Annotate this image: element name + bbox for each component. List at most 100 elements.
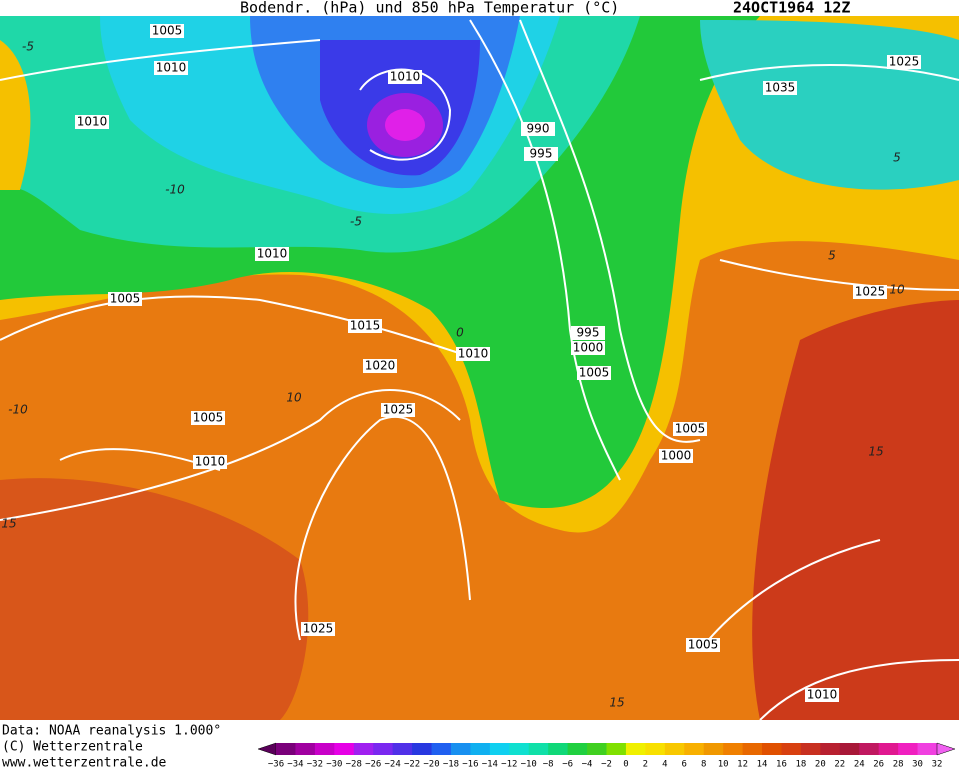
colorbar-cell	[276, 743, 296, 755]
isobar-label: 1025	[855, 285, 886, 299]
title: Bodendr. (hPa) und 850 hPa Temperatur (°…	[240, 0, 619, 17]
temperature-label: 15	[609, 696, 624, 710]
isobar-label: 1010	[458, 347, 489, 361]
colorbar-cell	[314, 743, 335, 755]
temperature-label: -5	[350, 215, 362, 229]
isobar	[759, 659, 959, 721]
temperature-label: 15	[868, 445, 883, 459]
isobar-label: 1005	[193, 411, 224, 425]
colorbar-tick-label: 24	[854, 760, 865, 770]
isobar-label-box	[521, 122, 555, 136]
isobar	[294, 415, 471, 641]
isobars	[0, 19, 959, 721]
isobar	[0, 39, 321, 81]
isobar-label: 995	[577, 326, 600, 340]
colorbar-cell	[548, 743, 569, 755]
colorbar-tick-label: −22	[404, 760, 420, 770]
colorbar-cell	[762, 743, 782, 755]
isobar-label: 1025	[383, 403, 414, 417]
isobar	[699, 64, 959, 81]
colorbar-cell	[839, 743, 860, 755]
isobar-label-box	[191, 411, 225, 425]
isobar-label: 1010	[390, 70, 421, 84]
colorbar-tick-label: −12	[501, 760, 517, 770]
isobar-label-box	[154, 61, 188, 75]
colorbar-tick-label: −28	[346, 760, 362, 770]
isobar	[0, 295, 481, 361]
colorbar-cell	[431, 743, 452, 755]
colorbar-tick-label: −10	[521, 760, 537, 770]
colorbar-tick-label: −16	[462, 760, 478, 770]
colorbar-tick-label: 26	[873, 760, 884, 770]
colorbar-cell	[295, 743, 316, 755]
colorbar-tick-label: −20	[423, 760, 439, 770]
colorbar-cell	[470, 743, 491, 755]
temperature-label: -10	[8, 403, 28, 417]
field-magenta	[385, 109, 425, 141]
isobar-label-box	[571, 341, 605, 355]
isobar-label-box	[673, 422, 707, 436]
colorbar-tick-label: 6	[682, 760, 687, 770]
isobar-label-box	[456, 347, 490, 361]
isobar-label-box	[577, 366, 611, 380]
isobar-label: 1005	[688, 638, 719, 652]
isobar-label-box	[524, 147, 558, 161]
colorbar-tick-label: −30	[326, 760, 342, 770]
footer-url: www.wetterzentrale.de	[2, 756, 167, 770]
colorbar-tick-label: −18	[443, 760, 459, 770]
date: 24OCT1964 12Z	[733, 0, 850, 17]
colorbar-cell	[587, 743, 607, 755]
isobar-label-box	[363, 359, 397, 373]
isobar-label: 1005	[110, 292, 141, 306]
isobar-label: 1015	[350, 319, 381, 333]
colorbar: −36 −34 −32 −30 −28 −26 −24 −22 −20 −18 −16 −14 −12−…	[257, 742, 956, 770]
colorbar-tick-label: 12	[737, 760, 748, 770]
isobar-label: 1025	[889, 55, 920, 69]
isobar-label-box	[763, 81, 797, 95]
isobar-label: 1035	[765, 81, 796, 95]
colorbar-tick-label: 2	[643, 760, 648, 770]
isobar-label-box	[659, 449, 693, 463]
colorbar-cell	[800, 743, 821, 755]
colorbar-cell	[723, 743, 744, 755]
temperature-label: 5	[893, 151, 901, 165]
colorbar-cell	[412, 743, 433, 755]
isobar-label-box	[301, 622, 335, 636]
colorbar-cell	[781, 743, 802, 755]
temperature-label: -5	[22, 40, 34, 54]
labels: 1005101010101010990995102510351010100510…	[1, 24, 921, 710]
colorbar-cell	[509, 743, 530, 755]
isobar-label-box	[853, 285, 887, 299]
header-bar	[0, 0, 959, 16]
colorbar-tick-label: −36	[268, 760, 284, 770]
colorbar-cell	[373, 743, 394, 755]
colorbar-cell	[742, 743, 763, 755]
isobar	[719, 259, 959, 291]
isobar	[469, 19, 621, 481]
isobar-label: 1010	[77, 115, 108, 129]
isobar-label-box	[255, 247, 289, 261]
footer-data: Data: NOAA reanalysis 1.000°	[2, 724, 221, 739]
colorbar-cell	[703, 743, 724, 755]
isobar-label: 1010	[195, 455, 226, 469]
colorbar-tick-label: 14	[757, 760, 768, 770]
colorbar-tick-label: −14	[482, 760, 498, 770]
colorbar-cell	[664, 743, 685, 755]
temperature-label: 10	[889, 283, 905, 297]
temperature-field	[0, 16, 959, 720]
isobar-label: 1020	[365, 359, 396, 373]
colorbar-cell	[489, 743, 510, 755]
colorbar-tick-label: 4	[662, 760, 667, 770]
colorbar-tick-label: −6	[562, 760, 573, 770]
colorbar-tick-label: −24	[385, 760, 401, 770]
colorbar-tick-label: 32	[932, 760, 943, 770]
isobar-label-box	[887, 55, 921, 69]
colorbar-tick-label: 28	[893, 760, 904, 770]
temperature-label: 0	[456, 326, 464, 340]
temperature-label: 5	[828, 249, 836, 263]
colorbar-tick-label: −8	[543, 760, 554, 770]
footer-copyright: (C) Wetterzentrale	[2, 740, 143, 755]
colorbar-cell	[645, 743, 666, 755]
isobar-label: 1000	[661, 449, 692, 463]
